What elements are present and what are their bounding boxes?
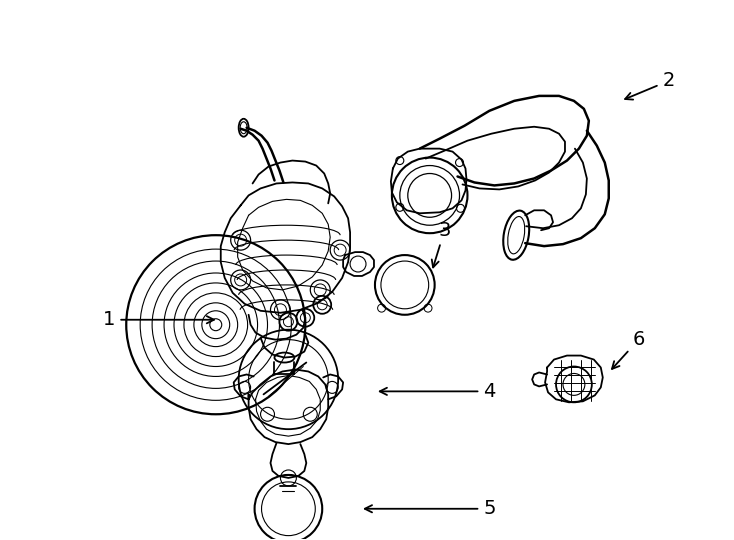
Text: 3: 3 [432,221,451,267]
Text: 5: 5 [365,500,495,518]
Text: 2: 2 [625,71,675,99]
Text: 6: 6 [612,330,644,369]
Text: 1: 1 [103,310,214,329]
Text: 4: 4 [379,382,495,401]
